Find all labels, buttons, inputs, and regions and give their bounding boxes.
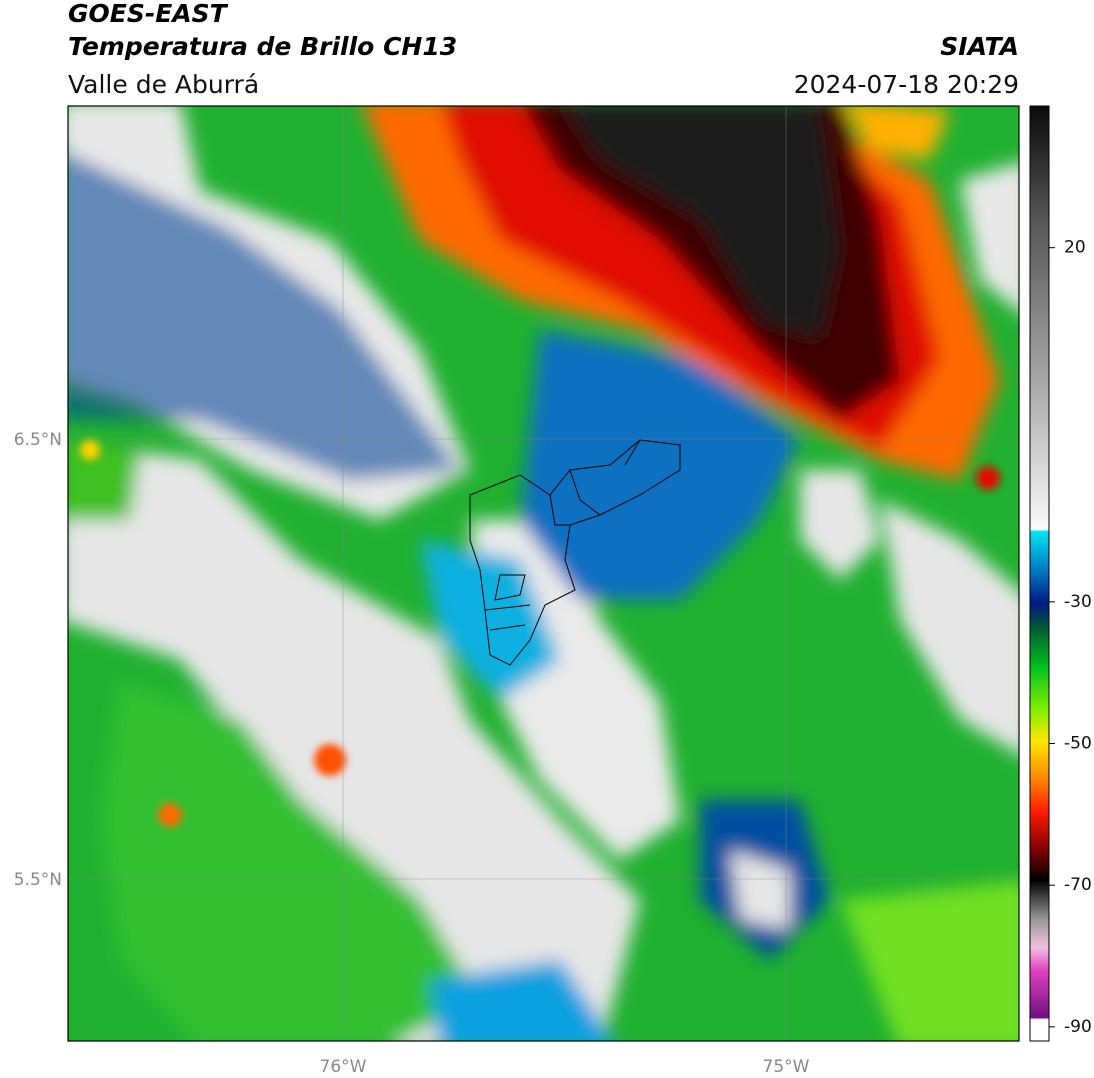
colorbar-tick-label: 20 xyxy=(1064,238,1086,258)
colorbar-tick-label: -70 xyxy=(1064,875,1092,895)
colorbar-tick-label: -30 xyxy=(1064,592,1092,612)
lon-label: 76°W xyxy=(320,1057,367,1077)
region-title: Valle de Aburrá xyxy=(68,70,259,99)
graticule xyxy=(68,106,1019,1041)
colorbar xyxy=(1029,105,1050,1042)
satellite-title: GOES-EAST xyxy=(68,0,229,28)
lat-label: 6.5°N xyxy=(14,430,62,450)
lat-label: 5.5°N xyxy=(14,870,62,890)
colorbar-tick-label: -50 xyxy=(1064,734,1092,754)
product-title: Temperatura de Brillo CH13 xyxy=(68,32,457,61)
municipality-outlines xyxy=(469,439,681,666)
source-title: SIATA xyxy=(940,32,1019,61)
satellite-image xyxy=(68,106,1019,1041)
map-frame xyxy=(67,105,1020,1042)
datetime: 2024-07-18 20:29 xyxy=(794,70,1019,99)
lon-label: 75°W xyxy=(763,1057,810,1077)
colorbar-tick-label: -90 xyxy=(1064,1017,1092,1037)
